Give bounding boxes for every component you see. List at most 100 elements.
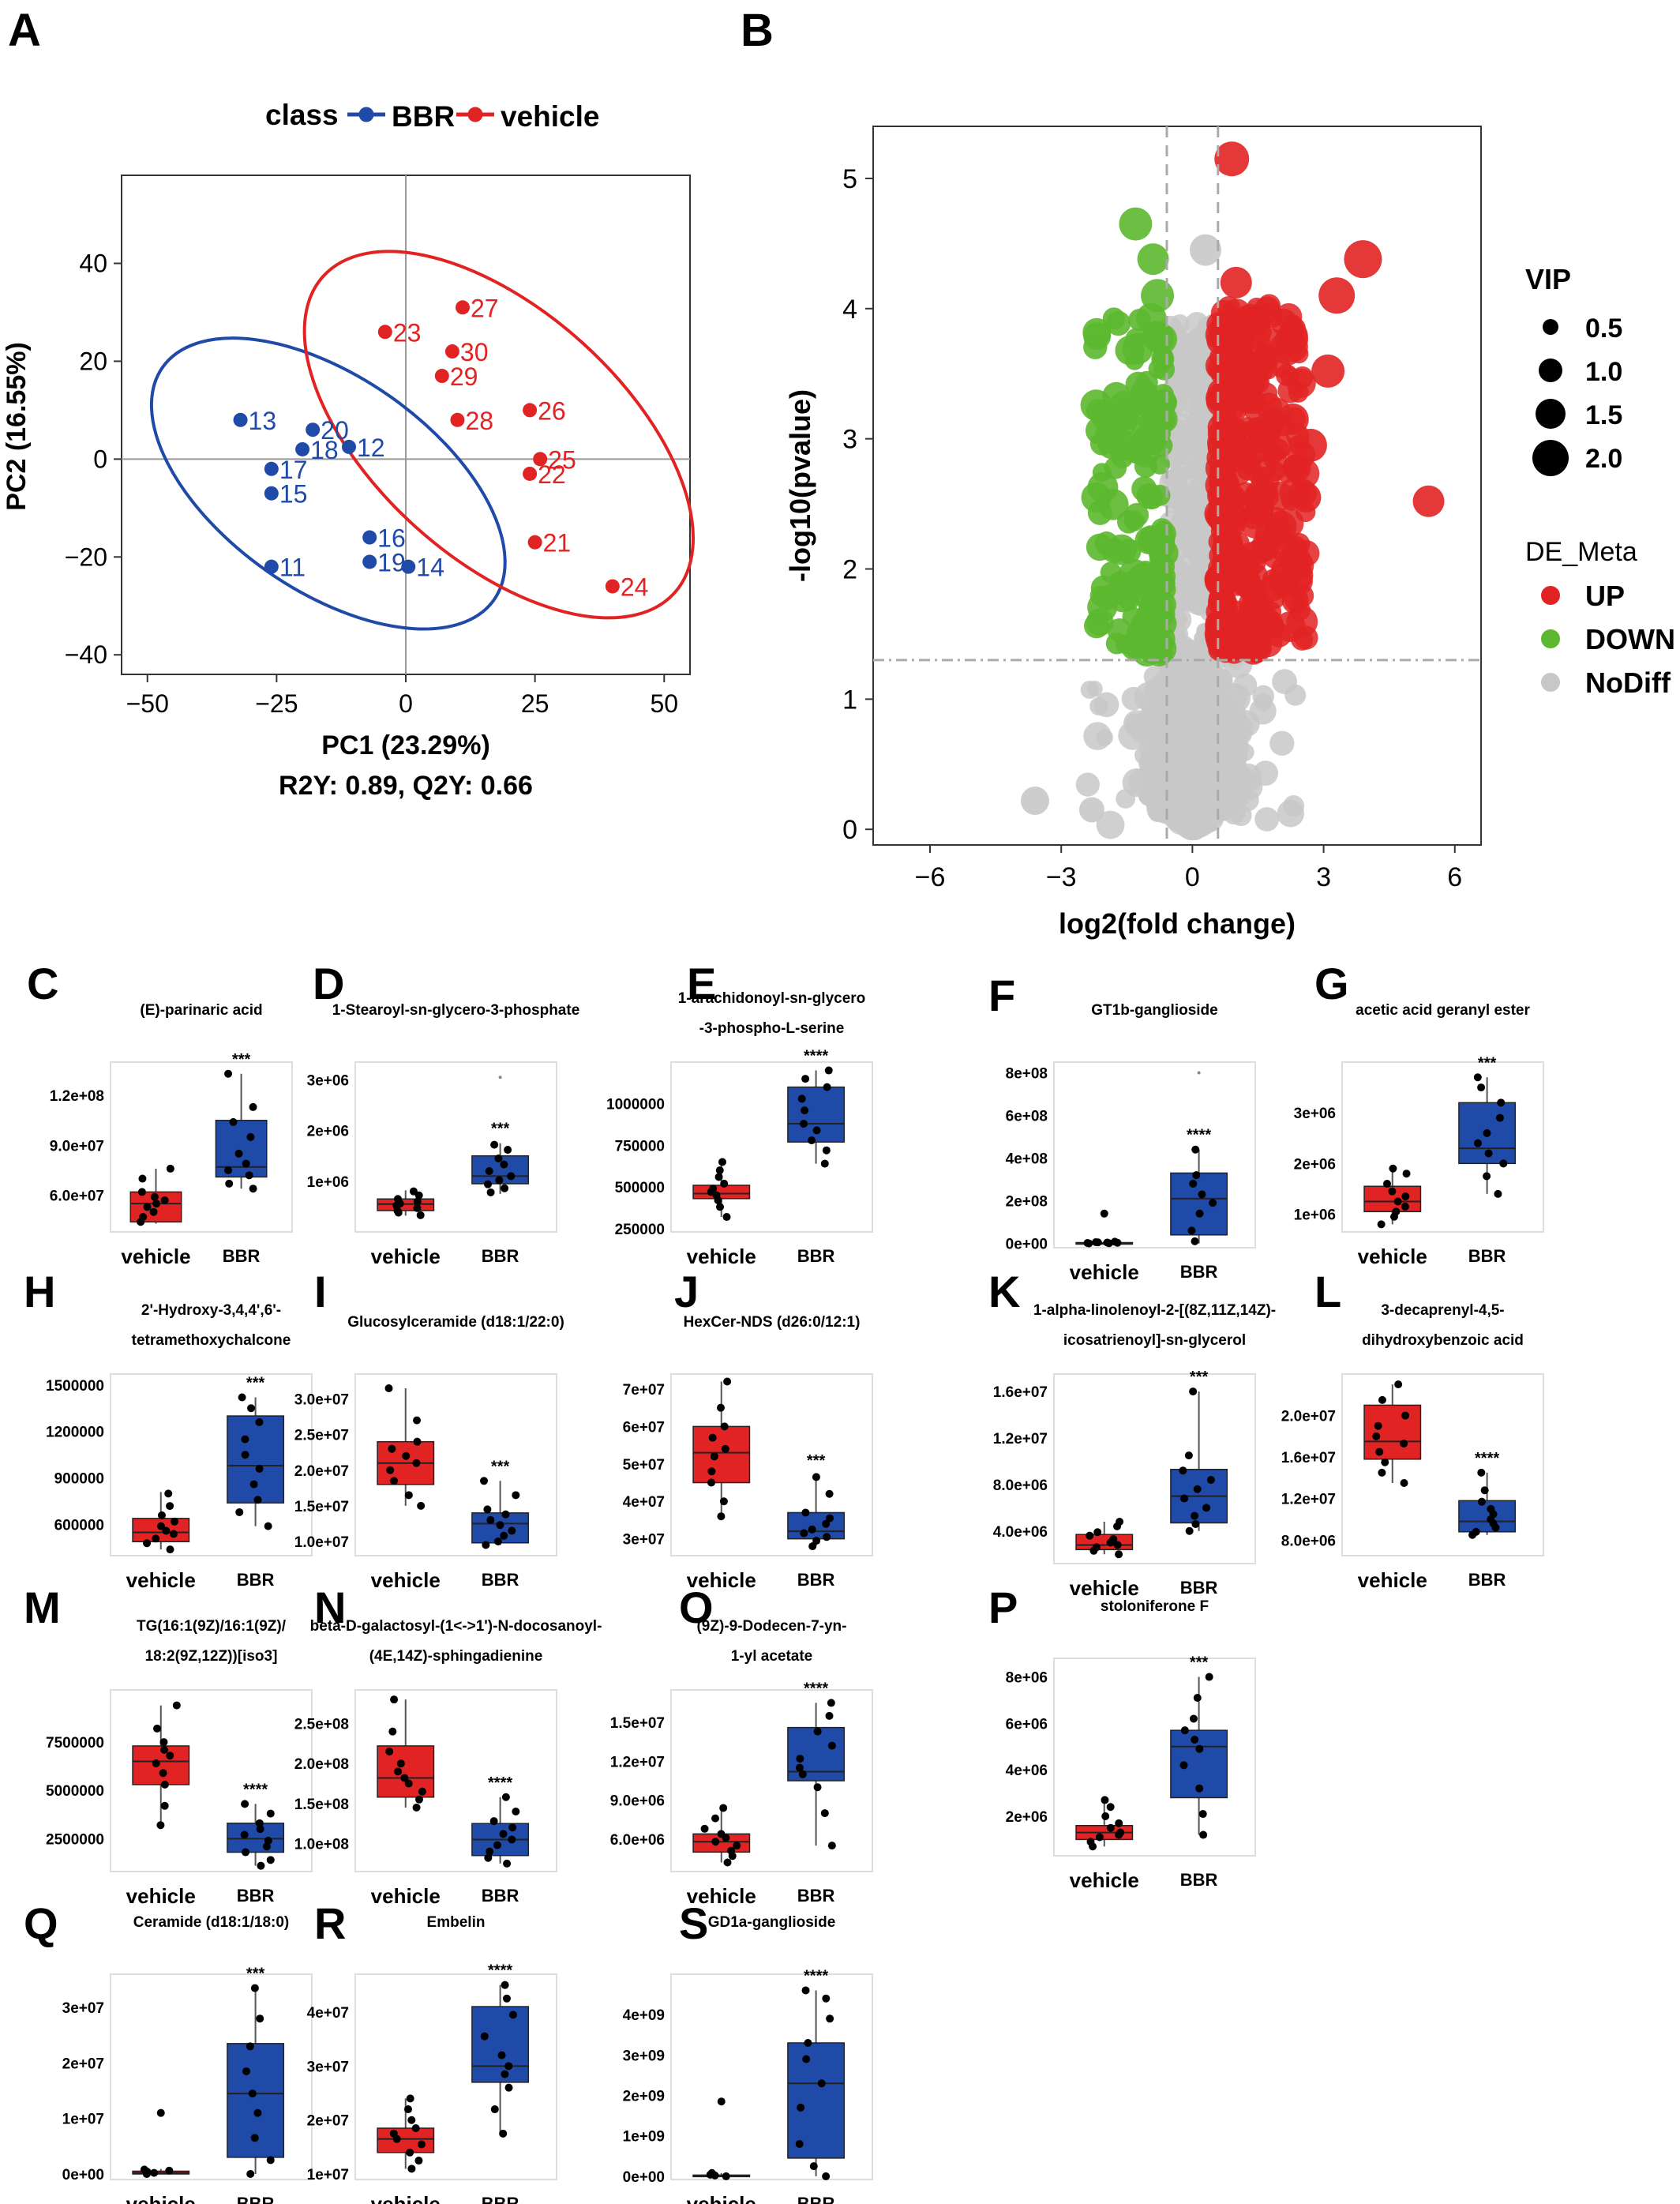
data-point — [400, 1774, 409, 1782]
nodiff-point — [1121, 686, 1146, 711]
data-point — [1086, 1531, 1094, 1540]
pca-point-label: 22 — [538, 460, 566, 489]
highlight-point-up — [1214, 141, 1250, 177]
panel-letter: P — [988, 1583, 1018, 1632]
pca-point-BBR — [362, 530, 377, 545]
panel-title: GT1b-ganglioside — [1091, 1002, 1217, 1019]
data-point — [801, 1106, 809, 1115]
boxplot-panel-h: H 2'-Hydroxy-3,4,4',6'- tetramethoxychalco… — [24, 1267, 313, 1592]
y-tick-label: 5 — [842, 164, 857, 194]
data-point — [707, 1467, 716, 1476]
data-point — [1494, 1189, 1502, 1198]
data-point — [822, 1994, 831, 2003]
y-tick-label: 3e+07 — [307, 2059, 349, 2075]
down-point — [1094, 531, 1119, 556]
significance-marker: **** — [804, 1048, 828, 1065]
nodiff-point — [1171, 477, 1187, 494]
data-point — [153, 1724, 162, 1733]
data-point — [159, 1738, 168, 1747]
legend-bbr-label: BBR — [392, 100, 455, 133]
y-tick-label: 1e+06 — [1294, 1207, 1336, 1224]
data-point — [257, 1861, 265, 1870]
nodiff-point — [1137, 706, 1164, 734]
nodiff-point — [1207, 681, 1225, 699]
data-point — [801, 1986, 810, 1995]
boxplot-panel-k: K 1-alpha-linolenoyl-2-[(8Z,11Z,14Z)- icos… — [988, 1267, 1276, 1600]
y-tick-label: 8.0e+06 — [1281, 1533, 1336, 1549]
panel-title: 18:2(9Z,12Z))[iso3] — [145, 1648, 278, 1665]
data-point — [160, 1745, 169, 1754]
nodiff-point — [1223, 719, 1251, 747]
data-point — [801, 1508, 810, 1517]
data-point — [800, 1119, 808, 1128]
pca-point-label: 25 — [548, 445, 576, 474]
data-point — [714, 1173, 723, 1181]
nodiff-point — [1252, 685, 1274, 708]
box-bbr — [787, 1726, 846, 1782]
data-point — [808, 1525, 816, 1534]
outlier-point — [717, 2097, 726, 2106]
panel-title: 1-alpha-linolenoyl-2-[(8Z,11Z,14Z)- — [1033, 1302, 1276, 1319]
y-tick-label: 2e+06 — [1006, 1809, 1048, 1826]
legend-vehicle-marker — [467, 107, 483, 122]
data-point — [224, 1166, 233, 1175]
model-stats: R2Y: 0.89, Q2Y: 0.66 — [279, 771, 533, 801]
data-point — [407, 2116, 416, 2124]
data-point — [249, 1102, 257, 1111]
up-point — [1261, 601, 1282, 622]
data-point — [169, 1530, 178, 1538]
panel-title: 3-decaprenyl-4,5- — [1381, 1302, 1504, 1319]
data-point — [256, 1825, 264, 1834]
data-point — [412, 1459, 421, 1467]
data-point — [1378, 1395, 1386, 1404]
highlight-point-up — [1293, 428, 1327, 462]
nodiff-point — [1086, 681, 1103, 697]
data-point — [389, 2129, 398, 2138]
x-category-label: vehicle — [1358, 1245, 1427, 1268]
up-point — [1230, 562, 1253, 585]
y-tick-label: 0e+00 — [623, 2169, 665, 2186]
data-point — [414, 1191, 423, 1200]
data-point — [820, 1159, 829, 1168]
vehicle-ellipse — [302, 250, 696, 620]
panel-letter: J — [674, 1267, 699, 1316]
down-point — [1102, 381, 1131, 411]
nodiff-point — [1083, 722, 1112, 750]
data-point — [159, 1769, 167, 1778]
up-point — [1265, 618, 1285, 639]
data-point — [504, 1146, 512, 1155]
data-point — [404, 1779, 413, 1788]
data-point — [393, 1195, 402, 1203]
panel-letter: L — [1314, 1267, 1341, 1316]
vip-label: 1.5 — [1585, 400, 1622, 430]
up-point — [1277, 332, 1308, 362]
nodiff-point — [1155, 790, 1173, 808]
data-point — [1111, 1237, 1119, 1246]
data-point — [808, 1136, 816, 1145]
nodiff-point — [1169, 554, 1198, 582]
data-point — [1484, 1149, 1493, 1158]
down-point — [1132, 425, 1159, 452]
data-point — [711, 1838, 720, 1846]
y-tick-label: 2 — [842, 555, 857, 585]
data-point — [255, 1417, 264, 1426]
data-point — [711, 1814, 720, 1823]
data-point — [827, 1699, 835, 1707]
data-point — [225, 1179, 234, 1188]
data-point — [720, 1422, 729, 1431]
data-point — [409, 1187, 418, 1196]
pca-point-vehicle — [523, 403, 538, 418]
data-point — [264, 1836, 272, 1845]
vip-label: 1.0 — [1585, 357, 1622, 387]
data-point — [388, 1444, 396, 1453]
nodiff-point — [1254, 807, 1280, 832]
data-point — [512, 1808, 520, 1816]
data-point — [406, 2094, 414, 2103]
data-point — [722, 2172, 730, 2180]
data-point — [1400, 1440, 1408, 1448]
y-tick-label: 750000 — [615, 1138, 665, 1155]
pca-point-vehicle — [527, 535, 542, 550]
highlight-point-nodiff — [1078, 797, 1104, 823]
panel-title: -3-phospho-L-serine — [699, 1020, 845, 1037]
